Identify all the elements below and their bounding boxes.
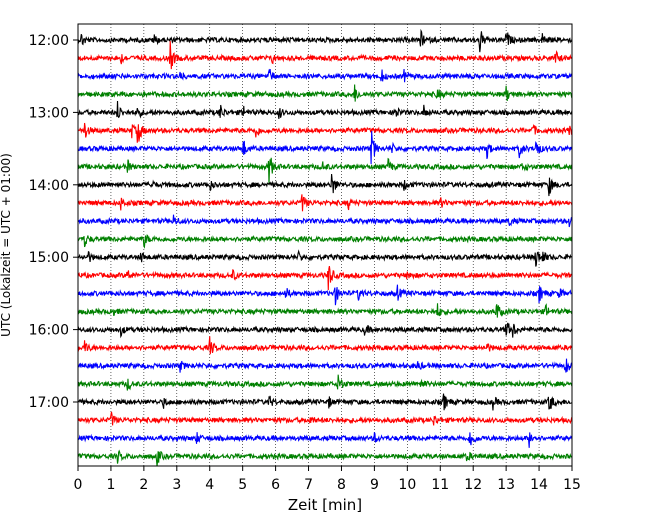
- x-tick-label: 14: [530, 477, 548, 493]
- y-tick-label: 12:00: [29, 33, 69, 49]
- y-tick-label: 16:00: [29, 323, 69, 339]
- x-tick-label: 15: [563, 477, 581, 493]
- trace-row: [77, 234, 573, 249]
- y-tick-label: 17:00: [29, 395, 69, 411]
- x-tick-label: 8: [337, 477, 346, 493]
- trace-row: [77, 157, 573, 185]
- trace-row: [77, 303, 573, 318]
- trace-row: [77, 284, 573, 306]
- trace-row: [77, 374, 573, 391]
- trace-row: [77, 411, 573, 426]
- x-axis-label: Zeit [min]: [288, 496, 362, 514]
- x-tick-label: 10: [398, 477, 416, 493]
- trace-row: [77, 432, 573, 448]
- trace-row: [77, 265, 573, 291]
- trace-row: [77, 249, 573, 267]
- trace-row: [77, 214, 573, 228]
- trace-row: [77, 393, 573, 411]
- trace-row: [77, 84, 573, 102]
- x-tick-label: 7: [304, 477, 313, 493]
- x-tick-label: 9: [370, 477, 379, 493]
- trace-row: [77, 131, 573, 165]
- x-tick-label: 13: [497, 477, 515, 493]
- x-axis: 0 1 2 3 4 5 6 7 8 9 10 11 12 13 14 15: [74, 466, 581, 493]
- x-tick-label: 5: [238, 477, 247, 493]
- y-tick-label: 13:00: [29, 105, 69, 121]
- trace-row: [77, 322, 573, 339]
- seismic-traces: [77, 28, 573, 467]
- trace-row: [77, 41, 573, 70]
- y-tick-label: 14:00: [29, 178, 69, 194]
- y-axis-label: UTC (Lokalzeit = UTC + 01:00): [0, 153, 13, 337]
- trace-row: [77, 122, 573, 143]
- x-tick-label: 4: [205, 477, 214, 493]
- trace-row: [77, 68, 573, 83]
- plot-frame: [77, 23, 573, 467]
- y-axis: 12:00 13:00 14:00 15:00 16:00 17:00: [29, 33, 78, 411]
- x-tick-label: 6: [271, 477, 280, 493]
- x-tick-label: 0: [74, 477, 83, 493]
- x-tick-label: 2: [139, 477, 148, 493]
- trace-row: [77, 100, 573, 119]
- x-tick-label: 11: [431, 477, 449, 493]
- x-tick-label: 3: [172, 477, 181, 493]
- trace-row: [77, 449, 573, 467]
- trace-row: [77, 358, 573, 373]
- x-tick-label: 1: [106, 477, 115, 493]
- x-tick-label: 12: [464, 477, 482, 493]
- trace-row: [77, 336, 573, 355]
- trace-row: [77, 194, 573, 212]
- trace-row: [77, 174, 573, 197]
- trace-row: [77, 28, 573, 53]
- y-tick-label: 15:00: [29, 250, 69, 266]
